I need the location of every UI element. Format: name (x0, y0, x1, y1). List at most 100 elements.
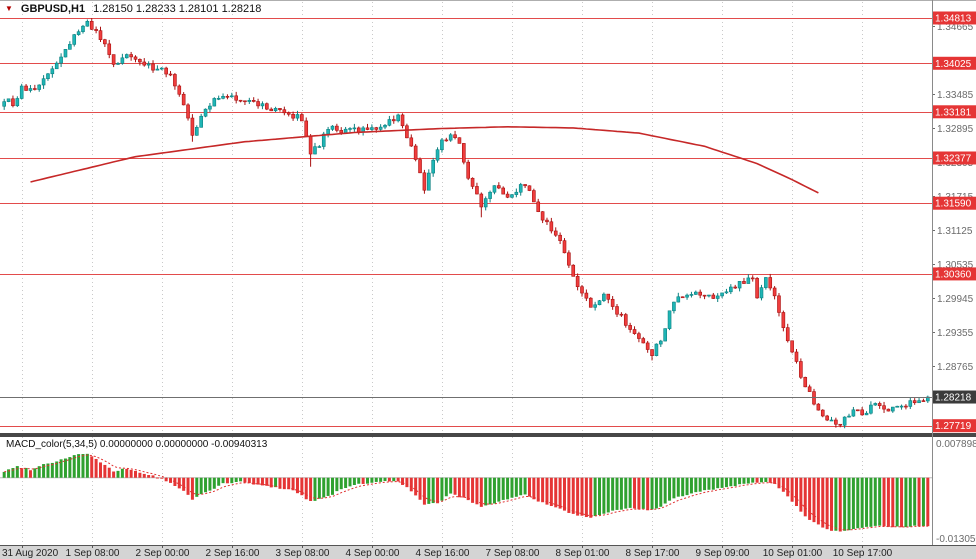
macd-histogram-bar (593, 477, 597, 517)
macd-histogram-bar (545, 477, 549, 505)
macd-histogram-bar (107, 467, 111, 478)
macd-histogram-bar (773, 477, 777, 484)
price-level-badge-text: 1.33181 (935, 107, 972, 118)
macd-histogram-bar (562, 477, 566, 511)
macd-histogram-bar (313, 477, 317, 501)
candle (702, 294, 707, 297)
macd-histogram-bar (173, 477, 177, 486)
macd-histogram-bar (234, 477, 238, 483)
candle (120, 57, 125, 64)
candle (348, 128, 352, 130)
macd-histogram-bar (387, 477, 391, 482)
macd-histogram-bar (81, 454, 85, 478)
time-axis-label: 10 Sep 17:00 (833, 548, 893, 559)
candle (138, 59, 142, 63)
candle (269, 108, 274, 112)
chart-header: ▼ GBPUSD,H1 1.28150 1.28233 1.28101 1.28… (5, 3, 261, 15)
candle (602, 293, 606, 301)
candle (273, 108, 278, 112)
candle (155, 68, 160, 71)
macd-histogram-bar (90, 456, 94, 478)
candle (908, 400, 913, 407)
candle (19, 85, 24, 99)
macd-histogram-bar (120, 468, 124, 478)
candle (562, 240, 567, 254)
pane-separator[interactable] (0, 433, 976, 437)
macd-histogram-bar (637, 477, 641, 510)
candle (265, 103, 269, 110)
candle (282, 109, 287, 114)
macd-histogram-bar (492, 477, 496, 504)
candle (803, 376, 808, 388)
macd-histogram-bar (598, 477, 602, 516)
macd-histogram-bar (602, 477, 606, 514)
macd-histogram-bar (225, 477, 229, 484)
macd-histogram-bar (239, 477, 243, 482)
macd-pane[interactable] (0, 437, 932, 545)
macd-histogram-bar (484, 477, 488, 506)
candle (418, 159, 422, 174)
candle (462, 143, 466, 163)
candle (676, 296, 681, 303)
macd-histogram-bar (812, 477, 816, 523)
candle (168, 73, 173, 76)
macd-histogram-bar (659, 477, 663, 507)
candle (440, 139, 444, 151)
time-axis-strip[interactable] (0, 545, 976, 559)
candle (488, 191, 492, 199)
macd-histogram-bar (436, 477, 440, 504)
candle (378, 126, 383, 130)
candle (864, 412, 869, 416)
candle (203, 108, 208, 117)
macd-histogram-bar (619, 477, 623, 510)
macd-histogram-bar (287, 477, 291, 490)
macd-histogram-bar (11, 468, 15, 478)
candle (448, 134, 453, 141)
candle (816, 403, 821, 411)
candle (527, 185, 532, 191)
macd-histogram-bar (260, 477, 264, 486)
macd-histogram-bar (571, 477, 575, 514)
macd-histogram-bar (541, 477, 545, 503)
macd-histogram-bar (733, 477, 737, 487)
macd-histogram-bar (698, 477, 702, 492)
time-axis-label: 3 Sep 08:00 (276, 548, 330, 559)
macd-histogram-bar (295, 477, 299, 494)
macd-histogram-bar (900, 477, 904, 528)
candle (549, 221, 554, 232)
macd-histogram-bar (274, 477, 278, 488)
candle (46, 73, 50, 79)
time-axis-label: 31 Aug 2020 (2, 548, 59, 559)
macd-histogram-bar (926, 477, 930, 527)
macd-histogram-bar (606, 477, 610, 513)
main-chart-area[interactable] (0, 0, 932, 433)
candle (466, 161, 470, 179)
time-axis-label: 4 Sep 16:00 (416, 548, 470, 559)
time-axis-label: 4 Sep 00:00 (346, 548, 400, 559)
macd-histogram-bar (138, 472, 142, 478)
candle (216, 98, 221, 100)
candle (177, 85, 182, 95)
macd-histogram-bar (720, 477, 724, 488)
macd-histogram-bar (882, 477, 886, 527)
candle (501, 187, 506, 195)
candle (81, 25, 85, 33)
candle (181, 93, 186, 106)
macd-histogram-bar (584, 477, 588, 518)
macd-histogram-bar (676, 477, 680, 497)
macd-histogram-bar (151, 475, 155, 478)
macd-histogram-bar (519, 477, 523, 496)
macd-histogram-bar (650, 477, 654, 510)
macd-histogram-bar (195, 477, 199, 497)
macd-histogram-bar (94, 458, 98, 478)
candle (256, 101, 260, 107)
macd-histogram-bar (711, 477, 715, 490)
candle (308, 135, 313, 155)
macd-histogram-bar (834, 477, 838, 531)
candle (584, 292, 589, 299)
candle (422, 172, 427, 191)
candle (558, 234, 562, 241)
candle (746, 277, 751, 284)
macd-histogram-bar (409, 477, 413, 492)
candle (453, 134, 457, 138)
